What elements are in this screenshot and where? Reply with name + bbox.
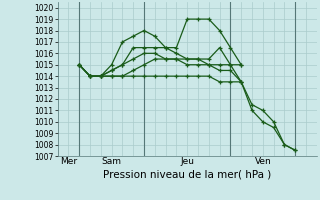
Text: Ven: Ven [254, 157, 271, 166]
Text: Jeu: Jeu [180, 157, 194, 166]
X-axis label: Pression niveau de la mer( hPa ): Pression niveau de la mer( hPa ) [103, 170, 271, 180]
Text: Sam: Sam [102, 157, 122, 166]
Text: Mer: Mer [60, 157, 77, 166]
